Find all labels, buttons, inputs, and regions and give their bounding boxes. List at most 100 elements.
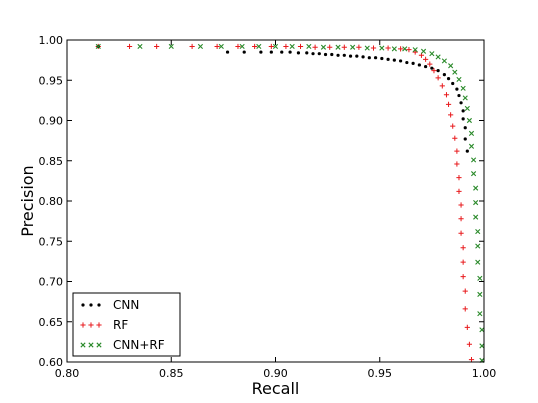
data-point — [439, 83, 445, 89]
data-point — [272, 43, 279, 50]
legend-marker — [88, 342, 94, 348]
data-point — [430, 66, 434, 70]
data-point — [458, 202, 464, 208]
plot-frame — [66, 39, 485, 363]
data-point — [448, 63, 454, 69]
legend-marker — [89, 303, 93, 307]
data-point — [95, 43, 101, 50]
data-point — [420, 48, 427, 54]
data-point — [225, 50, 230, 54]
data-point — [462, 95, 468, 101]
data-point — [461, 117, 465, 121]
legend-marker — [80, 322, 86, 328]
data-point — [323, 52, 328, 57]
data-point — [168, 43, 174, 50]
data-point — [411, 61, 415, 65]
data-point — [256, 43, 262, 50]
data-point — [417, 63, 421, 67]
data-point — [443, 92, 450, 98]
tick-layer: 0.80 0.85 0.90 0.95 1.00 0.60 0.65 0.70 0.75 0.80… — [39, 34, 497, 380]
x-tick-label: 0.90 — [263, 367, 288, 380]
data-point — [189, 43, 195, 50]
data-point — [459, 101, 463, 105]
data-point — [468, 356, 475, 363]
data-point — [398, 46, 404, 52]
data-point — [385, 45, 391, 51]
data-point — [126, 43, 133, 50]
data-point — [451, 81, 455, 86]
data-point — [402, 46, 408, 52]
data-point — [335, 44, 341, 50]
data-point — [462, 306, 468, 312]
data-point — [283, 43, 289, 50]
data-point — [468, 143, 475, 149]
data-point — [350, 44, 356, 50]
data-point — [373, 56, 378, 60]
data-point — [364, 45, 370, 51]
data-point — [137, 43, 143, 50]
data-point — [435, 54, 441, 60]
data-point — [379, 45, 385, 51]
data-point — [466, 341, 473, 347]
data-point — [458, 230, 464, 236]
y-tick-label: 0.85 — [39, 155, 64, 168]
data-point — [477, 291, 483, 297]
data-point — [412, 47, 418, 53]
data-point — [361, 55, 365, 59]
data-point — [355, 54, 359, 58]
data-point — [470, 171, 477, 177]
legend-label-cnn: CNN — [113, 298, 139, 312]
data-point — [320, 44, 327, 50]
y-tick-label: 0.65 — [39, 316, 64, 329]
data-point — [317, 52, 321, 56]
x-axis-label: Recall — [252, 379, 300, 398]
data-point — [214, 43, 220, 50]
x-tick-label: 0.80 — [55, 367, 80, 380]
data-point — [460, 274, 466, 280]
data-point — [442, 73, 446, 77]
data-point — [311, 52, 315, 56]
data-point — [464, 324, 470, 330]
data-point — [367, 56, 371, 60]
data-point — [466, 117, 472, 124]
data-point — [455, 87, 459, 91]
data-point — [445, 101, 452, 107]
data-point — [289, 43, 295, 50]
data-point — [477, 311, 483, 317]
data-point — [399, 59, 403, 63]
data-point — [473, 185, 479, 191]
data-point — [197, 43, 204, 50]
data-point — [391, 46, 397, 52]
data-point — [456, 76, 462, 83]
data-point — [457, 93, 461, 98]
data-point — [268, 43, 274, 50]
data-point — [473, 214, 479, 220]
data-point — [479, 343, 485, 349]
y-tick-label: 0.90 — [39, 115, 64, 128]
data-point — [475, 259, 481, 265]
data-point — [269, 50, 273, 54]
data-point — [392, 58, 396, 62]
y-tick-label: 0.60 — [39, 356, 64, 369]
data-point — [479, 327, 485, 333]
data-point — [341, 44, 347, 50]
data-point — [441, 58, 447, 64]
data-point — [454, 161, 460, 167]
data-point — [458, 216, 464, 222]
data-point — [435, 75, 441, 81]
legend-marker — [81, 303, 85, 307]
data-point — [288, 50, 292, 54]
data-point — [454, 148, 460, 154]
data-point — [446, 77, 451, 81]
data-point — [312, 44, 318, 50]
data-point — [242, 50, 246, 54]
data-point — [280, 50, 284, 54]
data-point — [468, 130, 475, 136]
series-cnn-rf — [95, 43, 485, 363]
data-point — [297, 43, 304, 50]
data-point — [436, 68, 440, 73]
legend: CNN RF CNN+RF — [72, 292, 181, 357]
y-tick-label: 0.95 — [39, 74, 64, 87]
data-point — [305, 51, 309, 55]
